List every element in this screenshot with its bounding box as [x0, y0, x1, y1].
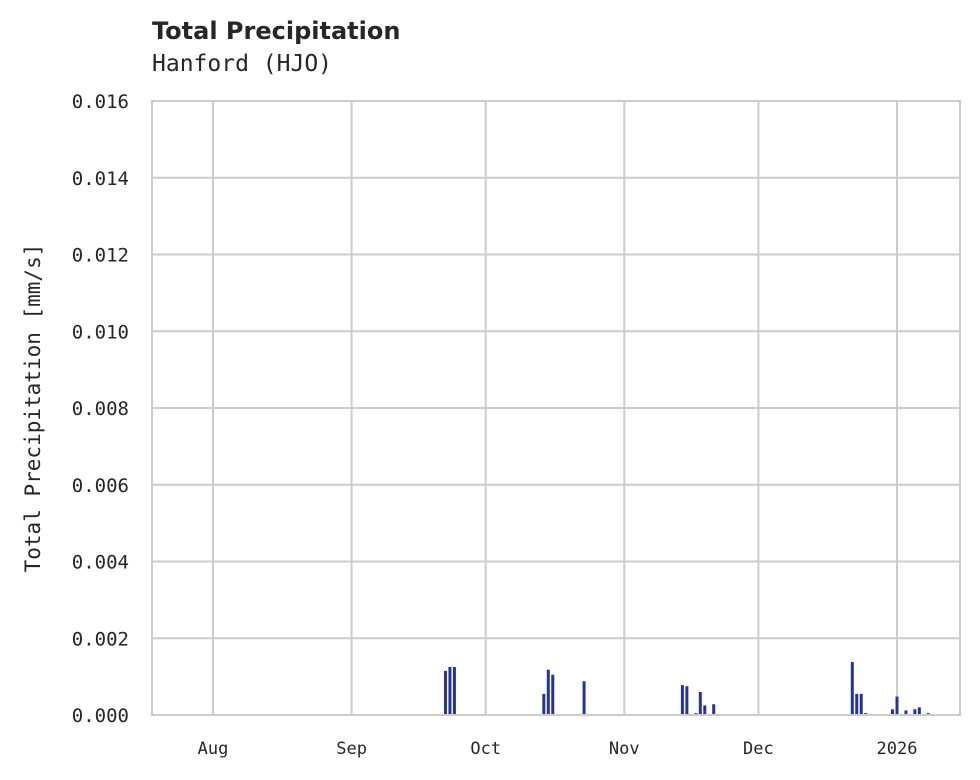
plot-frame	[151, 100, 961, 716]
x-axis-ticks: Aug Sep Oct Nov Dec 2026	[198, 739, 918, 759]
precipitation-bar	[698, 691, 702, 715]
precipitation-bar	[582, 681, 586, 715]
precipitation-bar	[542, 693, 546, 715]
precipitation-bar	[850, 662, 854, 715]
precipitation-bar	[712, 704, 716, 715]
x-tick-label: 2026	[877, 739, 918, 759]
y-tick-label: 0.008	[72, 398, 129, 420]
x-tick-label: Sep	[336, 739, 367, 759]
precipitation-bar	[891, 709, 895, 715]
y-tick-label: 0.002	[72, 628, 129, 650]
precipitation-bar	[895, 696, 899, 715]
precipitation-bar	[703, 705, 707, 715]
x-tick-label: Oct	[470, 739, 501, 759]
y-tick-label: 0.000	[72, 705, 129, 727]
precipitation-bar	[913, 709, 917, 715]
y-tick-label: 0.016	[72, 91, 129, 113]
precipitation-bars	[443, 662, 930, 715]
y-tick-label: 0.014	[72, 168, 129, 190]
precipitation-bar	[680, 685, 684, 715]
precipitation-bar	[452, 667, 456, 715]
precipitation-bar	[546, 669, 550, 715]
x-tick-label: Nov	[609, 739, 640, 759]
precipitation-bar	[443, 670, 447, 715]
chart-title: Total Precipitation	[152, 17, 401, 45]
precipitation-bar	[551, 674, 555, 715]
gridlines	[152, 100, 960, 716]
y-tick-label: 0.006	[72, 475, 129, 497]
x-tick-label: Aug	[198, 739, 229, 759]
precipitation-bar	[448, 667, 452, 715]
precipitation-bar	[859, 693, 863, 715]
precipitation-bar	[685, 686, 689, 715]
y-tick-label: 0.004	[72, 552, 129, 574]
x-tick-label: Dec	[743, 739, 774, 759]
precipitation-bar	[917, 707, 921, 715]
y-axis-ticks: 0.000 0.002 0.004 0.006 0.008 0.010 0.012 0.014…	[72, 91, 129, 727]
precipitation-bar	[855, 693, 859, 715]
precipitation-bar	[904, 710, 908, 715]
y-tick-label: 0.010	[72, 321, 129, 343]
y-tick-label: 0.012	[72, 245, 129, 267]
chart-subtitle: Hanford (HJO)	[152, 51, 333, 77]
